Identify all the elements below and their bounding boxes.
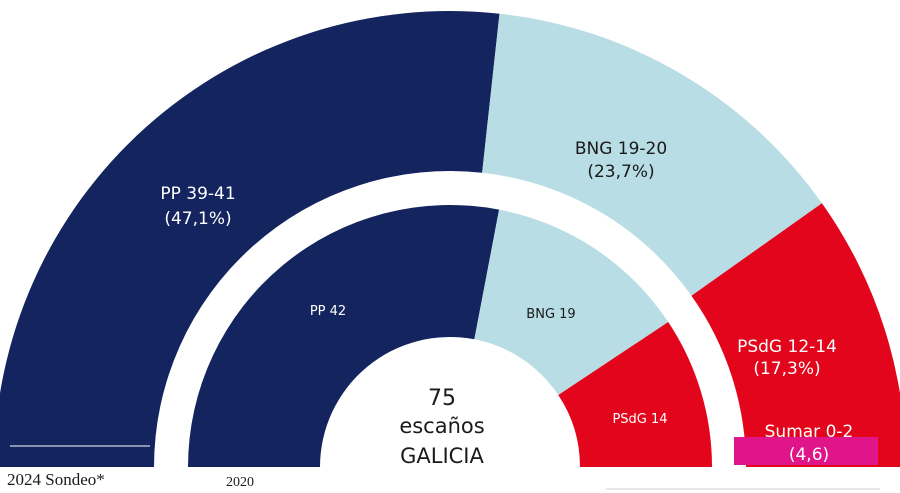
inner-ring-2020 bbox=[188, 205, 712, 468]
inner-segment-psdg bbox=[558, 322, 712, 467]
outer-segment-psdg bbox=[691, 203, 900, 467]
ring-name-2024: 2024 Sondeo* bbox=[7, 470, 105, 489]
center-region: GALICIA bbox=[400, 444, 484, 468]
center-seat-count: 75 bbox=[428, 386, 456, 411]
center-seats-word: escaños bbox=[399, 414, 484, 438]
label-psdg-2020: PSdG 14 bbox=[612, 412, 667, 427]
label-bng-2020: BNG 19 bbox=[526, 307, 575, 322]
share-psdg-2024: (17,3%) bbox=[753, 359, 820, 379]
label-bng-2024: BNG 19-20 bbox=[575, 139, 667, 159]
outer-ring-2024 bbox=[0, 11, 900, 467]
label-pp-2024: PP 39-41 bbox=[160, 184, 235, 204]
outer-segment-sumar bbox=[734, 437, 878, 465]
share-bng-2024: (23,7%) bbox=[587, 162, 654, 182]
share-pp-2024: (47,1%) bbox=[164, 209, 231, 229]
label-sumar-2024: Sumar 0-2 bbox=[765, 422, 854, 442]
share-sumar-2024: (4,6) bbox=[789, 445, 829, 465]
inner-segment-bng bbox=[474, 209, 669, 396]
outer-segment-pp bbox=[0, 11, 500, 467]
outer-segment-bng bbox=[482, 13, 822, 296]
label-pp-2020: PP 42 bbox=[310, 304, 346, 319]
label-psdg-2024: PSdG 12-14 bbox=[737, 337, 837, 357]
ring-name-2020: 2020 bbox=[226, 475, 254, 490]
inner-segment-pp bbox=[188, 205, 500, 468]
